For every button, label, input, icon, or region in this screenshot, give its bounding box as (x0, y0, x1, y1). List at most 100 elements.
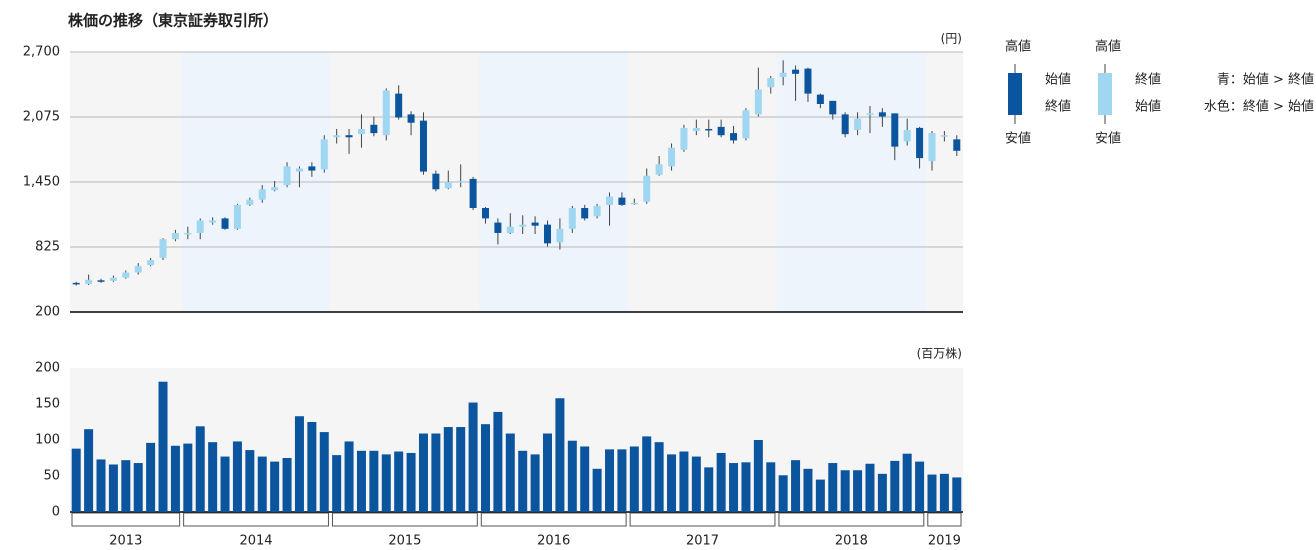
bar (828, 463, 838, 512)
candle-body (767, 78, 775, 88)
y-tick-label: 0 (52, 505, 60, 520)
legend-note: 青：始値 > 終値 (1217, 72, 1314, 88)
bar (543, 433, 553, 512)
candle-body (544, 224, 552, 244)
candle-body (171, 232, 179, 240)
candle-body (804, 68, 812, 94)
x-tick-label: 2018 (835, 534, 868, 549)
candle-body (209, 220, 217, 223)
bar (294, 416, 304, 512)
bar (344, 441, 354, 512)
bar (220, 456, 230, 512)
bar (840, 470, 850, 512)
bar (592, 468, 602, 512)
bar (667, 454, 677, 512)
bar (158, 381, 168, 512)
x-tick-label: 2014 (239, 534, 272, 549)
x-tick-label: 2013 (109, 534, 142, 549)
bar (195, 426, 205, 512)
legend-label: 高値 (1095, 39, 1121, 55)
x-tick-label: 2015 (388, 534, 421, 549)
candle-body (606, 196, 614, 205)
bar (803, 468, 813, 512)
bar (902, 453, 912, 512)
candle-body (506, 226, 514, 233)
bar (580, 446, 590, 512)
year-box (480, 512, 627, 527)
bar (642, 436, 652, 512)
candle-body (891, 113, 899, 147)
legend-body (1098, 73, 1112, 115)
candle-body (754, 89, 762, 115)
y-tick-label: 200 (35, 361, 60, 376)
candle-body (283, 166, 291, 186)
y-tick-label: 100 (35, 433, 60, 448)
legend-label: 高値 (1005, 39, 1031, 55)
bar (381, 454, 391, 512)
candle-body (742, 110, 750, 139)
candle-body (668, 147, 676, 167)
bar (319, 432, 329, 512)
candle-body (481, 208, 489, 219)
candle-body (122, 272, 130, 278)
year-box (927, 512, 962, 527)
candle-body (457, 180, 465, 183)
bar (307, 422, 317, 512)
candle-body (841, 114, 849, 135)
y-tick-label: 1,450 (23, 175, 60, 190)
candle-body (184, 232, 192, 235)
candle-body (72, 282, 80, 285)
bar (232, 441, 242, 512)
bar (741, 462, 751, 512)
candle-body (494, 222, 502, 233)
bar (332, 455, 342, 512)
legend-body (1008, 73, 1022, 115)
candle-body (320, 139, 328, 170)
candle-body (221, 218, 229, 229)
bar (567, 440, 577, 512)
bar (493, 411, 503, 512)
candle-body (953, 139, 961, 151)
candle-body (903, 130, 911, 142)
year-box (778, 512, 925, 527)
candle-body (792, 69, 800, 74)
candle-body (246, 199, 254, 205)
year-box (629, 512, 776, 527)
bar (431, 433, 441, 512)
bar (952, 477, 962, 512)
legend-label: 安値 (1095, 131, 1121, 147)
legend-label: 始値 (1045, 72, 1071, 88)
candle-body (916, 127, 924, 159)
legend-label: 安値 (1005, 131, 1031, 147)
bar (121, 460, 131, 512)
bar (877, 473, 887, 512)
bar (815, 479, 825, 512)
year-box (71, 512, 181, 527)
candle-body (593, 205, 601, 217)
bar (617, 449, 627, 512)
candle-body (816, 94, 824, 104)
bar (704, 467, 714, 512)
plot-bg (70, 368, 963, 512)
candle-body (655, 164, 663, 175)
bar (654, 442, 664, 512)
bar (245, 450, 255, 512)
candle-body (878, 112, 886, 117)
candle-body (568, 208, 576, 229)
bar (679, 451, 689, 512)
unit-label: (円) (941, 32, 962, 46)
candle-body (519, 224, 527, 227)
bar (369, 450, 379, 512)
y-tick-label: 50 (43, 469, 60, 484)
x-tick-label: 2016 (537, 534, 570, 549)
bar (691, 456, 701, 512)
bar (716, 452, 726, 512)
candle-body (419, 120, 427, 172)
candle-body (692, 127, 700, 132)
bar (418, 433, 428, 512)
unit-label: (百万株) (917, 346, 962, 361)
bar (629, 446, 639, 512)
candle-body (866, 113, 874, 115)
candle-body (233, 204, 241, 229)
